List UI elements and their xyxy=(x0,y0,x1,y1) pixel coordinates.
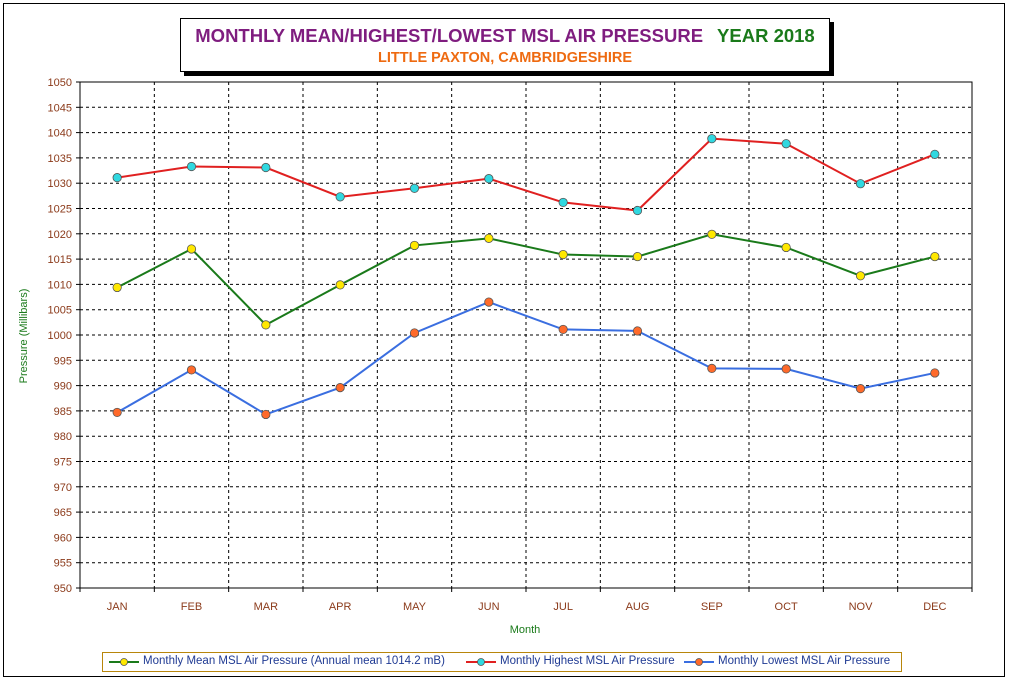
data-point-lowest xyxy=(707,363,717,373)
data-point-highest xyxy=(558,197,568,208)
data-point-highest xyxy=(186,161,197,172)
chart-title: MONTHLY MEAN/HIGHEST/LOWEST MSL AIR PRES… xyxy=(195,25,704,46)
data-point-mean xyxy=(484,233,494,243)
y-tick-label: 1035 xyxy=(48,153,72,165)
title-box: MONTHLY MEAN/HIGHEST/LOWEST MSL AIR PRES… xyxy=(180,18,830,72)
data-point-mean xyxy=(855,271,866,281)
data-point-lowest xyxy=(484,297,494,307)
y-tick-label: 980 xyxy=(54,431,72,443)
data-point-lowest xyxy=(112,407,122,418)
axes xyxy=(76,81,973,592)
series-line-highest xyxy=(117,137,936,212)
x-tick-label: JAN xyxy=(107,601,128,613)
data-point-highest xyxy=(335,192,345,202)
grid xyxy=(80,82,972,588)
data-point-mean xyxy=(335,280,345,290)
chart-frame xyxy=(3,3,1005,677)
data-point-highest xyxy=(930,149,940,159)
x-tick-label: JUL xyxy=(553,601,573,613)
x-tick-label: APR xyxy=(329,601,352,613)
data-point-mean xyxy=(558,249,568,260)
data-point-mean xyxy=(632,251,643,262)
chart-subtitle: LITTLE PAXTON, CAMBRIDGESHIRE xyxy=(377,50,633,66)
legend-mean-swatch-icon xyxy=(109,658,139,666)
y-tick-label: 1040 xyxy=(48,128,72,140)
title-line: MONTHLY MEAN/HIGHEST/LOWEST MSL AIR PRES… xyxy=(181,25,829,47)
data-point-lowest xyxy=(781,364,791,374)
y-axis-label: Pressure (Millibars) xyxy=(18,289,30,384)
x-tick-label: MAR xyxy=(254,601,279,613)
data-point-mean xyxy=(261,320,271,330)
data-point-highest xyxy=(855,179,866,189)
y-tick-label: 970 xyxy=(54,482,72,494)
series-line-lowest xyxy=(116,301,936,416)
y-tick-label: 1045 xyxy=(48,102,72,114)
data-point-highest xyxy=(707,134,717,144)
data-point-highest xyxy=(484,174,494,184)
legend-label-mean: Monthly Mean MSL Air Pressure (Annual me… xyxy=(143,655,445,667)
x-tick-label: DEC xyxy=(923,601,946,613)
x-tick-label: SEP xyxy=(701,601,723,613)
y-tick-label: 995 xyxy=(54,355,72,367)
data-point-mean xyxy=(186,244,197,254)
data-point-highest xyxy=(632,205,643,216)
y-tick-label: 975 xyxy=(54,457,72,469)
x-tick-label: JUN xyxy=(478,601,499,613)
y-tick-label: 965 xyxy=(54,507,72,519)
legend-label-highest: Monthly Highest MSL Air Pressure xyxy=(500,655,675,667)
data-point-mean xyxy=(707,229,717,239)
y-tick-label: 1030 xyxy=(48,178,72,190)
data-point-lowest xyxy=(186,365,197,375)
x-tick-label: MAY xyxy=(403,601,427,613)
y-tick-label: 1020 xyxy=(48,229,72,241)
series-line-mean xyxy=(116,233,936,327)
y-tick-label: 990 xyxy=(54,381,72,393)
legend-label-lowest: Monthly Lowest MSL Air Pressure xyxy=(718,655,891,667)
y-tick-label: 955 xyxy=(54,558,72,570)
data-point-mean xyxy=(930,251,940,262)
y-tick-label: 985 xyxy=(54,406,72,418)
y-tick-label: 1015 xyxy=(48,254,72,266)
chart-year: YEAR 2018 xyxy=(717,25,815,46)
x-tick-labels: JAN FEB MAR APR MAY JUN JUL AUG SEP OCT NOV DEC xyxy=(107,601,947,613)
data-point-highest xyxy=(261,162,271,173)
y-tick-label: 960 xyxy=(54,532,72,544)
legend: Monthly Mean MSL Air Pressure (Annual me… xyxy=(102,652,902,672)
y-tick-label: 1000 xyxy=(48,330,72,342)
legend-lowest-swatch-icon xyxy=(684,658,714,666)
data-point-lowest xyxy=(558,324,568,335)
data-point-mean xyxy=(112,282,122,293)
y-tick-label: 1025 xyxy=(48,204,72,216)
data-point-lowest xyxy=(855,384,866,394)
y-tick-label: 1005 xyxy=(48,305,72,317)
y-tick-label: 1050 xyxy=(48,77,72,89)
data-point-mean xyxy=(781,242,791,253)
legend-highest-swatch-icon xyxy=(466,658,496,666)
x-tick-label: OCT xyxy=(775,601,799,613)
data-point-lowest xyxy=(930,368,940,378)
data-point-highest xyxy=(112,173,122,183)
x-axis-label: Month xyxy=(510,624,541,636)
data-point-lowest xyxy=(335,383,345,393)
y-tick-labels: 950 955 960 965 970 975 980 985 990 995 1000 1005 10… xyxy=(48,77,72,595)
series xyxy=(112,134,940,420)
data-point-lowest xyxy=(409,328,420,338)
y-tick-label: 950 xyxy=(54,583,72,595)
y-tick-label: 1010 xyxy=(48,279,72,291)
x-tick-label: NOV xyxy=(849,601,874,613)
data-point-mean xyxy=(409,240,420,251)
x-tick-label: FEB xyxy=(181,601,202,613)
data-point-highest xyxy=(409,183,420,193)
data-point-highest xyxy=(781,139,791,149)
x-tick-label: AUG xyxy=(626,601,650,613)
data-point-lowest xyxy=(261,409,271,420)
data-point-lowest xyxy=(632,326,643,336)
